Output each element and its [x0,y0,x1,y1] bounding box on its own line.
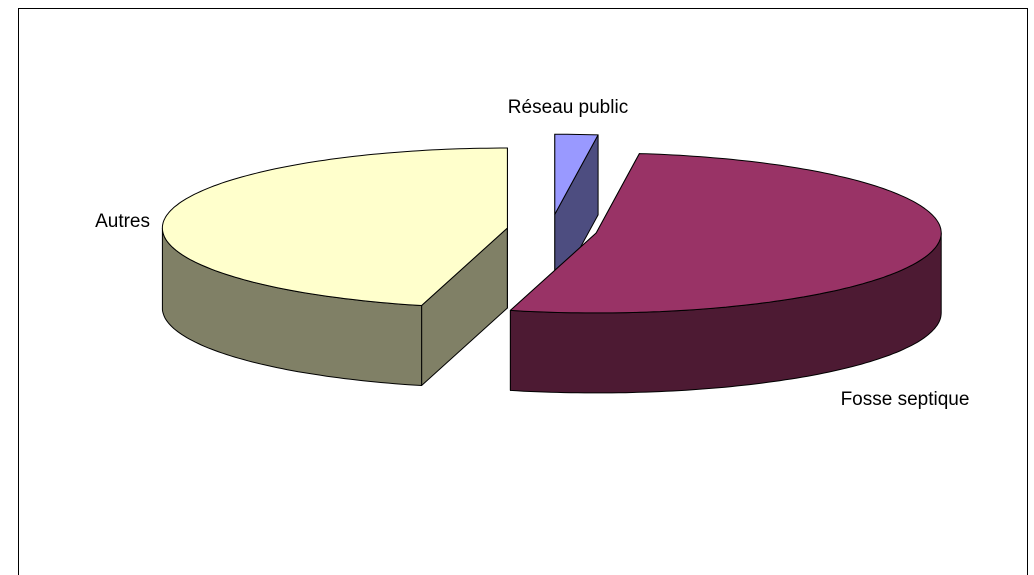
slice [554,133,599,215]
slice-label: Fosse septique [841,389,970,410]
slice-label: Réseau public [508,97,628,118]
slice-label: Autres [95,211,150,232]
slice [509,153,942,314]
slice [161,147,508,306]
